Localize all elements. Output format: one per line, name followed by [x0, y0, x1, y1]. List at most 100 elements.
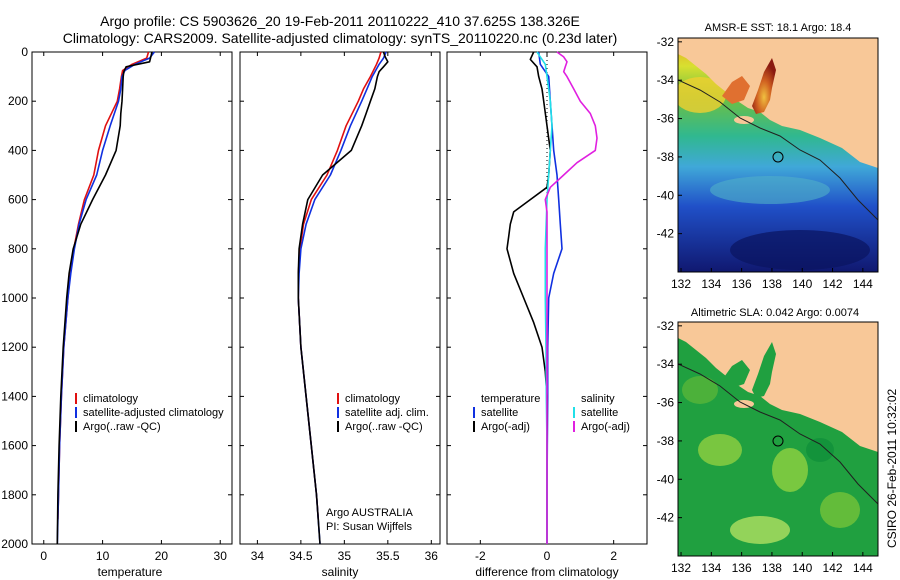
y-tick-label: 800 [8, 242, 28, 256]
series-line-argo-raw-qc [297, 51, 389, 545]
legend-label-temp-satellite: satellite [481, 407, 518, 419]
map-y-tick-label: -40 [657, 472, 675, 486]
series-line-salinity-argo-adj [544, 51, 598, 544]
sst-map-title: AMSR-E SST: 18.1 Argo: 18.4 [705, 22, 852, 34]
sla-map-frame [677, 321, 879, 557]
series-line-salinity-satellite [536, 51, 553, 544]
y-tick-label: 200 [8, 94, 28, 108]
sla-patch [698, 434, 742, 466]
x-tick-label: 30 [214, 549, 228, 563]
map-x-tick-label: 138 [762, 561, 782, 575]
sst-gulf [752, 58, 776, 114]
x-tick-label: 10 [96, 549, 110, 563]
difference-panel: -2 0 2 difference from climatology tempera… [446, 51, 648, 579]
map-x-tick-label: 134 [701, 277, 721, 291]
sla-land [678, 322, 878, 452]
sst-gulf-west [722, 76, 750, 104]
x-tick-label: 35.5 [376, 549, 400, 563]
sst-cold-patch [730, 230, 870, 270]
map-y-tick-label: -42 [657, 511, 675, 525]
map-x-tick-label: 136 [732, 277, 752, 291]
map-x-tick-label: 142 [823, 561, 843, 575]
y-tick-label: 1200 [1, 340, 28, 354]
map-y-tick-label: -36 [657, 396, 675, 410]
sla-gulf [752, 342, 776, 398]
x-tick-label: 0 [544, 549, 551, 563]
legend-label-sal-satellite: satellite [581, 407, 618, 419]
sst-map-frame [677, 37, 879, 273]
map-y-tick-label: -34 [657, 73, 675, 87]
series-line-argo-raw-qc [56, 51, 153, 545]
map-x-tick-label: 136 [732, 561, 752, 575]
sst-land [678, 38, 878, 168]
legend-label-temp-argo: Argo(-adj) [481, 421, 530, 433]
argo-pi-label: PI: Susan Wijffels [326, 521, 412, 533]
sla-argo-marker [772, 435, 784, 447]
sla-map-title: Altimetric SLA: 0.042 Argo: 0.0074 [691, 307, 859, 319]
map-x-tick-label: 144 [853, 277, 873, 291]
figure-title-line1: Argo profile: CS 5903626_20 19-Feb-2011 … [100, 13, 580, 29]
x-tick-label: 0 [40, 549, 47, 563]
legend-label-climatology: climatology [345, 393, 401, 405]
x-tick-label: 35 [338, 549, 352, 563]
legend-label-satellite: satellite adj. clim. [345, 407, 429, 419]
x-tick-label: 2 [610, 549, 617, 563]
legend-label-climatology: climatology [83, 393, 139, 405]
map-y-tick-label: -38 [657, 434, 675, 448]
x-tick-label: 36 [425, 549, 439, 563]
y-tick-label: 0 [21, 45, 28, 59]
series-line-climatology [297, 51, 382, 520]
x-tick-label: 34 [251, 549, 265, 563]
difference-xlabel: difference from climatology [475, 565, 618, 579]
map-x-tick-label: 138 [762, 277, 782, 291]
sst-map-panel: AMSR-E SST: 18.1 Argo: 18.4 132 134 136 138… [657, 22, 879, 291]
y-tick-label: 600 [8, 193, 28, 207]
map-x-tick-label: 134 [701, 561, 721, 575]
map-x-tick-label: 140 [792, 277, 812, 291]
legend-label-sal-argo: Argo(-adj) [581, 421, 630, 433]
map-x-tick-label: 132 [671, 277, 691, 291]
legend-heading-salinity: salinity [581, 393, 615, 405]
x-tick-label: 34.5 [289, 549, 313, 563]
series-line-temperature-argo-adj [506, 51, 552, 544]
map-y-tick-label: -36 [657, 112, 675, 126]
map-y-tick-label: -32 [657, 35, 675, 49]
sla-patch [730, 516, 790, 544]
series-line-satellite [297, 51, 387, 545]
y-tick-label: 1600 [1, 439, 28, 453]
y-tick-label: 1800 [1, 488, 28, 502]
temperature-legend: climatology satellite-adjusted climatolo… [75, 393, 224, 433]
series-line-climatology [57, 51, 150, 520]
map-y-tick-label: -32 [657, 319, 675, 333]
legend-label-satellite: satellite-adjusted climatology [83, 407, 224, 419]
map-x-tick-label: 140 [792, 561, 812, 575]
sla-map-panel: Altimetric SLA: 0.042 Argo: 0.0074 132 13… [657, 307, 879, 575]
sla-patch [772, 448, 808, 492]
sla-patch [682, 376, 718, 404]
salinity-legend: climatology satellite adj. clim. Argo(..… [337, 393, 429, 433]
figure-title-line2: Climatology: CARS2009. Satellite-adjuste… [63, 30, 618, 46]
map-y-tick-label: -40 [657, 188, 675, 202]
argo-program-label: Argo AUSTRALIA [326, 507, 413, 519]
legend-label-argo: Argo(..raw -QC) [83, 421, 161, 433]
sla-gulf-west [722, 360, 750, 388]
x-tick-label: 20 [155, 549, 169, 563]
map-y-tick-label: -38 [657, 150, 675, 164]
salinity-axes-frame [239, 51, 441, 545]
map-y-tick-label: -42 [657, 227, 675, 241]
y-tick-label: 1400 [1, 389, 28, 403]
sst-argo-marker [772, 151, 784, 163]
map-y-tick-label: -34 [657, 357, 675, 371]
difference-legend: temperature satellite Argo(-adj) salinit… [473, 393, 630, 433]
temperature-panel: 0 200 400 600 800 1000 1200 1400 1600 1800 2000 0 1… [1, 45, 233, 579]
series-line-temperature-satellite [537, 51, 563, 544]
temperature-axes-frame [31, 51, 233, 545]
map-x-tick-label: 144 [853, 561, 873, 575]
y-tick-label: 400 [8, 143, 28, 157]
sla-patch [820, 492, 860, 528]
map-x-tick-label: 142 [823, 277, 843, 291]
legend-label-argo: Argo(..raw -QC) [345, 421, 423, 433]
credit-label: CSIRO 26-Feb-2011 10:32:02 [885, 388, 899, 548]
y-tick-label: 1000 [1, 291, 28, 305]
